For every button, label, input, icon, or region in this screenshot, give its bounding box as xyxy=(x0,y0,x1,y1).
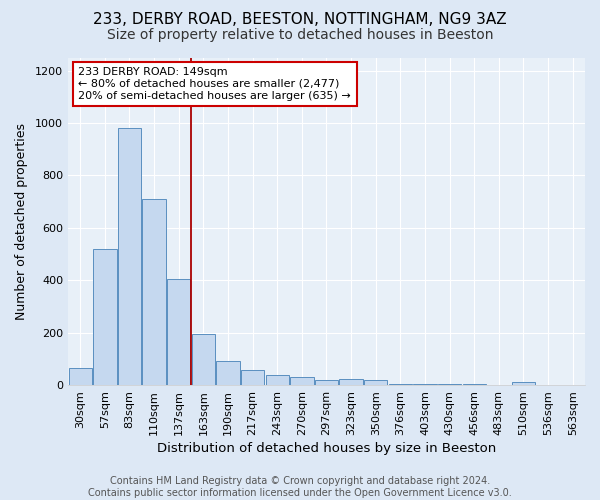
Bar xyxy=(191,334,215,385)
Bar xyxy=(512,382,535,385)
Bar xyxy=(561,384,584,385)
Bar xyxy=(241,370,264,385)
Bar xyxy=(536,384,560,385)
Bar xyxy=(438,384,461,385)
Bar xyxy=(93,249,116,385)
Bar xyxy=(167,279,190,385)
Text: Size of property relative to detached houses in Beeston: Size of property relative to detached ho… xyxy=(107,28,493,42)
Text: 233 DERBY ROAD: 149sqm
← 80% of detached houses are smaller (2,477)
20% of semi-: 233 DERBY ROAD: 149sqm ← 80% of detached… xyxy=(78,68,351,100)
X-axis label: Distribution of detached houses by size in Beeston: Distribution of detached houses by size … xyxy=(157,442,496,455)
Bar xyxy=(142,199,166,385)
Bar xyxy=(290,376,314,385)
Y-axis label: Number of detached properties: Number of detached properties xyxy=(15,123,28,320)
Bar xyxy=(216,362,239,385)
Bar xyxy=(364,380,388,385)
Bar xyxy=(266,375,289,385)
Text: Contains HM Land Registry data © Crown copyright and database right 2024.
Contai: Contains HM Land Registry data © Crown c… xyxy=(88,476,512,498)
Bar xyxy=(315,380,338,385)
Bar xyxy=(413,384,437,385)
Text: 233, DERBY ROAD, BEESTON, NOTTINGHAM, NG9 3AZ: 233, DERBY ROAD, BEESTON, NOTTINGHAM, NG… xyxy=(93,12,507,28)
Bar xyxy=(68,368,92,385)
Bar xyxy=(487,384,511,385)
Bar xyxy=(118,128,141,385)
Bar xyxy=(463,384,486,385)
Bar xyxy=(389,384,412,385)
Bar xyxy=(340,380,363,385)
